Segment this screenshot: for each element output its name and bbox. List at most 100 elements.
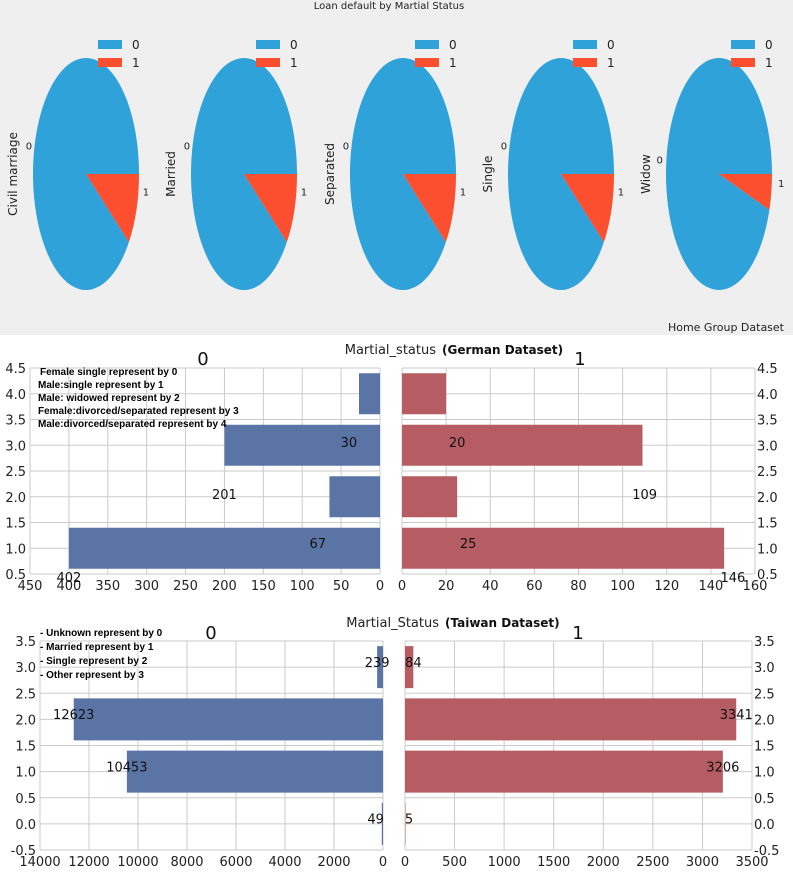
- german-note: Male:single represent by 1: [38, 379, 239, 392]
- legend-swatch-0: [256, 40, 280, 49]
- x-tick-label: 150: [251, 579, 276, 594]
- y-tick-label: 3.0: [754, 661, 775, 676]
- legend-label: 0: [290, 38, 298, 52]
- x-tick-label: 10000: [117, 855, 158, 870]
- x-tick-label: 100: [610, 579, 635, 594]
- x-tick-label: 1000: [488, 855, 521, 870]
- data-label: 402: [56, 571, 81, 586]
- x-tick-label: 200: [212, 579, 237, 594]
- legend-swatch-1: [573, 58, 597, 67]
- bar-left: [359, 373, 380, 414]
- taiwan-notes: - Unknown represent by 0 - Married repre…: [40, 627, 162, 683]
- data-label: 67: [310, 537, 327, 552]
- x-tick-label: 60: [526, 579, 543, 594]
- pie-slice-label: 0: [501, 142, 507, 153]
- y-tick-label: 3.0: [15, 661, 36, 676]
- y-tick-label: 3.5: [754, 635, 775, 650]
- bar-left: [74, 698, 383, 740]
- german-note: Male: widowed represent by 2: [38, 392, 239, 405]
- chart-title: Martial_status: [345, 343, 436, 358]
- legend-label: 1: [132, 56, 140, 70]
- data-label: 239: [365, 656, 390, 671]
- y-tick-label: 0.5: [15, 792, 36, 807]
- data-label: 5: [405, 813, 413, 828]
- dataset-label: (German Dataset): [442, 343, 563, 357]
- data-label: 10453: [106, 760, 147, 775]
- x-tick-label: 0: [401, 855, 409, 870]
- pie-ylabel: Single: [481, 156, 495, 193]
- y-tick-label: 3.5: [5, 414, 26, 429]
- data-label: 3341: [720, 708, 753, 723]
- x-tick-label: 100: [290, 579, 315, 594]
- y-tick-label: 1.0: [15, 766, 36, 781]
- legend-swatch-0: [573, 40, 597, 49]
- taiwan-note: - Unknown represent by 0: [40, 627, 162, 641]
- german-note: Male:divorced/separated represent by 4: [38, 418, 239, 431]
- legend-label: 1: [290, 56, 298, 70]
- pie-slice-label: 1: [143, 187, 149, 198]
- legend-swatch-0: [415, 40, 439, 49]
- y-tick-label: 2.5: [15, 687, 36, 702]
- x-tick-label: 6000: [219, 855, 252, 870]
- x-tick-label: 160: [743, 579, 768, 594]
- y-tick-label: 4.5: [5, 362, 26, 377]
- legend-swatch-1: [256, 58, 280, 67]
- data-label: 201: [212, 488, 237, 503]
- x-tick-label: 3500: [735, 855, 768, 870]
- y-tick-label: 0.5: [754, 792, 775, 807]
- legend-swatch-1: [415, 58, 439, 67]
- y-tick-label: 2.5: [757, 465, 778, 480]
- bar-right: [402, 528, 724, 569]
- x-tick-label: 20: [438, 579, 455, 594]
- taiwan-note: - Other represent by 3: [40, 669, 162, 683]
- x-tick-label: 14000: [19, 855, 60, 870]
- taiwan-note: - Single represent by 2: [40, 655, 162, 669]
- pie-slice-label: 0: [26, 142, 32, 153]
- side-header-0: 0: [205, 623, 216, 644]
- bar-left: [127, 751, 383, 793]
- y-tick-label: 1.5: [5, 517, 26, 532]
- y-tick-label: 1.0: [754, 766, 775, 781]
- pie-panel-title: Loan default by Martial Status: [314, 1, 464, 12]
- x-tick-label: 80: [570, 579, 587, 594]
- x-tick-label: 50: [333, 579, 350, 594]
- x-tick-label: 1500: [537, 855, 570, 870]
- bar-left: [329, 476, 380, 517]
- data-label: 84: [405, 656, 422, 671]
- legend-label: 1: [765, 56, 773, 70]
- bar-left: [69, 528, 380, 569]
- x-tick-label: 8000: [170, 855, 203, 870]
- data-label: 109: [632, 488, 657, 503]
- y-tick-label: 1.5: [754, 740, 775, 755]
- x-tick-label: 2000: [587, 855, 620, 870]
- data-label: 3206: [706, 760, 739, 775]
- pie-slice-label: 0: [184, 142, 190, 153]
- y-tick-label: 4.0: [757, 388, 778, 403]
- y-tick-label: 1.5: [15, 740, 36, 755]
- legend-label: 0: [449, 38, 457, 52]
- data-label: 146: [721, 571, 746, 586]
- german-note: Female single represent by 0: [38, 366, 239, 379]
- y-tick-label: 2.5: [5, 465, 26, 480]
- side-header-1: 1: [572, 623, 583, 644]
- dataset-label: (Taiwan Dataset): [445, 616, 560, 630]
- y-tick-label: 3.0: [5, 439, 26, 454]
- pie-ylabel: Widow: [639, 154, 653, 194]
- pie-slice-0: [350, 58, 456, 290]
- y-tick-label: 3.5: [15, 635, 36, 650]
- x-tick-label: 250: [173, 579, 198, 594]
- x-tick-label: 0: [379, 855, 387, 870]
- pie-ylabel: Civil marriage: [6, 132, 20, 216]
- x-tick-label: 0: [398, 579, 406, 594]
- pie-slice-label: 1: [460, 187, 466, 198]
- pie-slice-label: 0: [657, 156, 663, 167]
- pie-slice-label: 1: [301, 187, 307, 198]
- bar-right: [402, 373, 446, 414]
- x-tick-label: 120: [654, 579, 679, 594]
- german-notes: Female single represent by 0 Male:single…: [38, 366, 239, 431]
- x-tick-label: 40: [482, 579, 499, 594]
- data-label: 12623: [53, 708, 94, 723]
- taiwan-note: - Married represent by 1: [40, 641, 162, 655]
